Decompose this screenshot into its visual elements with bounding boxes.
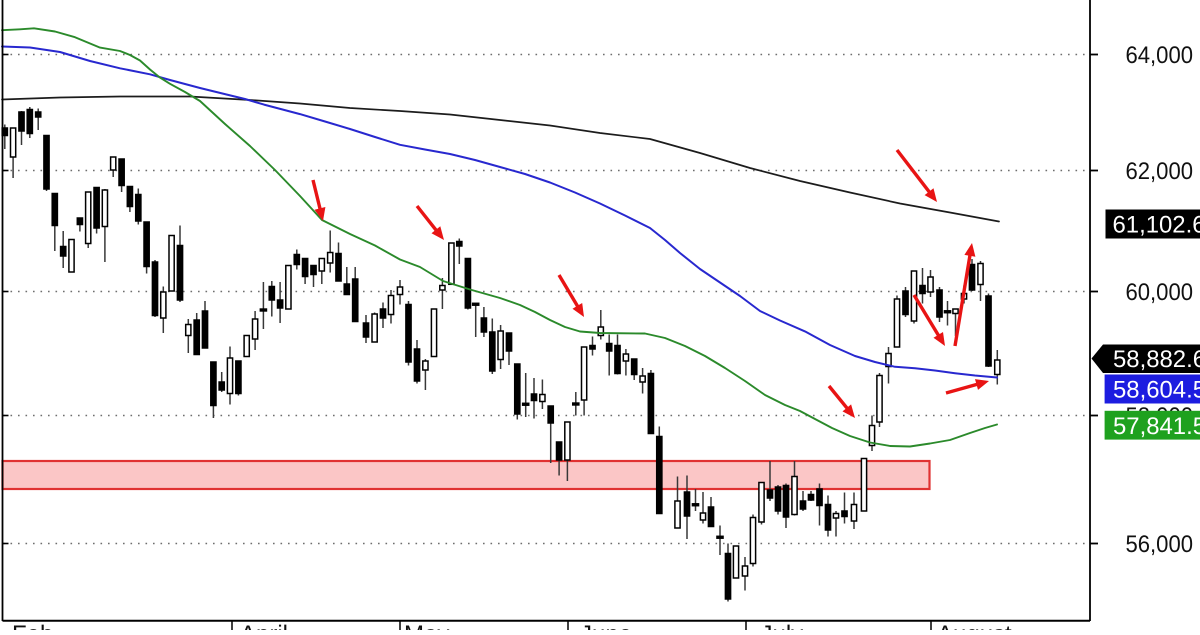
svg-text:57,841.5: 57,841.5 <box>1113 413 1200 440</box>
svg-text:July: July <box>761 621 804 630</box>
svg-text:Feb: Feb <box>12 621 53 630</box>
svg-text:April: April <box>240 621 288 630</box>
svg-text:August: August <box>937 621 1012 630</box>
svg-text:64,000: 64,000 <box>1126 42 1194 69</box>
svg-text:58,604.5: 58,604.5 <box>1113 377 1200 404</box>
svg-text:60,000: 60,000 <box>1126 279 1194 306</box>
svg-text:June: June <box>580 621 632 630</box>
svg-text:May: May <box>404 621 449 630</box>
svg-text:58,882.6: 58,882.6 <box>1113 346 1200 373</box>
svg-text:56,000: 56,000 <box>1126 531 1194 558</box>
svg-text:61,102.6: 61,102.6 <box>1113 211 1200 238</box>
svg-text:62,000: 62,000 <box>1126 158 1194 185</box>
